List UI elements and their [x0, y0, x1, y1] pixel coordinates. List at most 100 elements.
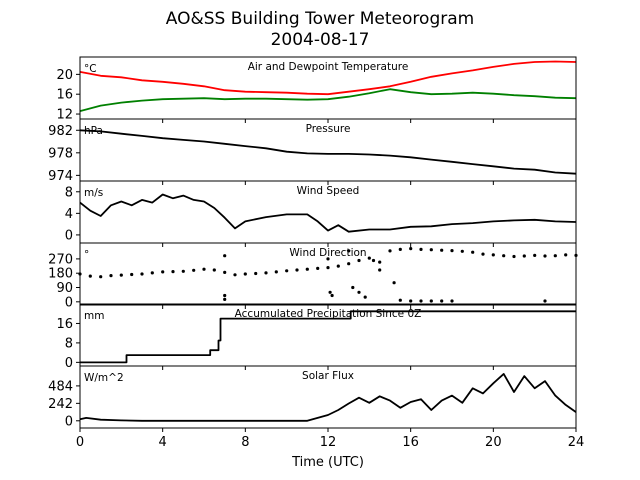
- panel-3-point: [285, 269, 289, 273]
- panel-0-series-0: [79, 60, 577, 96]
- panel-3-point: [440, 248, 444, 252]
- panel-3-point: [398, 247, 402, 251]
- panel-0-unit: °C: [84, 63, 97, 75]
- panel-3-title: Wind Direction: [289, 247, 366, 259]
- panel-3-point: [429, 299, 433, 303]
- panel-3-point: [264, 271, 268, 275]
- panel-3-point: [398, 298, 402, 302]
- panel-2-unit: m/s: [84, 187, 103, 199]
- panel-3-point: [378, 268, 382, 272]
- panel-5: 0 242 484 W/m^2 Solar Flux: [48, 365, 577, 432]
- panel-3-point: [512, 254, 516, 259]
- x-tick-label: 20: [485, 435, 502, 450]
- panel-5-ytick-label: 484: [48, 379, 73, 394]
- panel-1-ytick-label: 982: [48, 124, 73, 139]
- panel-1-series-0: [79, 129, 577, 175]
- panel-3-point: [543, 299, 547, 303]
- panel-3-point: [357, 290, 361, 294]
- panel-3-ytick-label: 180: [48, 267, 73, 282]
- panel-3-point: [388, 249, 392, 253]
- panel-4-ytick-label: 8: [65, 336, 73, 351]
- panel-3-point: [181, 269, 185, 273]
- panel-3-point: [140, 272, 144, 276]
- panel-3-point: [363, 295, 367, 299]
- panel-3-point: [130, 272, 134, 277]
- panel-3-point: [305, 267, 309, 271]
- x-tick-label: 8: [241, 435, 249, 450]
- panel-3-point: [295, 268, 299, 272]
- panel-3-point: [392, 281, 396, 285]
- panel-3-point: [553, 254, 557, 258]
- panel-2-ytick-label: 4: [65, 207, 73, 222]
- panel-3-point: [419, 299, 423, 303]
- panel-3-point: [88, 274, 92, 278]
- panel-3-point: [502, 254, 506, 258]
- panel-0-ytick-label: 12: [56, 108, 73, 123]
- panel-3-point: [347, 262, 351, 266]
- x-tick-label: 4: [159, 435, 167, 450]
- panel-1-ytick-label: 974: [48, 169, 73, 184]
- panel-3-point: [491, 253, 495, 257]
- panel-2-title: Wind Speed: [297, 185, 360, 197]
- panel-1-unit: hPa: [84, 125, 103, 137]
- panel-3-point: [119, 273, 123, 277]
- panel-3-ytick-label: 270: [48, 252, 73, 267]
- panel-0: 12 16 20 °C Air and Dewpoint Temperature: [56, 56, 577, 123]
- panel-3-point: [202, 267, 206, 271]
- panel-4-title: Accumulated Precipitation Since 0Z: [235, 308, 422, 320]
- x-tick-label: 12: [320, 435, 337, 450]
- panels: 12 16 20 °C Air and Dewpoint Temperature 974 9…: [48, 56, 578, 432]
- panel-3-point: [471, 250, 475, 254]
- panel-4-ytick-label: 0: [65, 356, 73, 371]
- panel-3-point: [223, 297, 227, 301]
- panel-4: 0 8 16 mm Accumulated Precipitation Since 0Z: [56, 303, 577, 371]
- panel-3-point: [440, 299, 444, 303]
- panel-0-ytick-label: 16: [56, 88, 73, 103]
- panel-3-point: [223, 270, 227, 274]
- panel-3-point: [192, 268, 196, 272]
- x-axis-label: Time (UTC): [291, 455, 364, 470]
- panel-3-point: [212, 268, 216, 272]
- panel-2: 0 4 8 m/s Wind Speed: [65, 180, 577, 247]
- panel-3-point: [326, 257, 330, 261]
- panel-3-point: [254, 271, 258, 276]
- panel-1-ytick-label: 978: [48, 146, 73, 161]
- panel-3-point: [161, 270, 165, 274]
- panel-3-point: [223, 293, 227, 298]
- panel-0-series-1: [79, 88, 577, 112]
- panel-3-point: [429, 248, 433, 252]
- panel-5-title: Solar Flux: [302, 370, 354, 382]
- panel-3-point: [347, 249, 351, 253]
- panel-3-point: [409, 299, 413, 303]
- panel-3-point: [564, 253, 568, 257]
- panel-3-point: [450, 299, 454, 303]
- panel-3-point: [419, 247, 423, 251]
- panel-3-point: [330, 293, 334, 298]
- panel-3-point: [233, 273, 237, 277]
- x-tick-label: 16: [402, 435, 419, 450]
- panel-3-point: [522, 254, 526, 258]
- x-axis: 0 4 8 12 16 20 24: [76, 435, 584, 450]
- panel-0-title: Air and Dewpoint Temperature: [248, 61, 409, 73]
- panel-3-point: [367, 256, 371, 260]
- panel-3-point: [357, 258, 361, 263]
- panel-3-point: [99, 275, 103, 279]
- panel-3-point: [533, 253, 537, 257]
- panel-3-point: [274, 270, 278, 274]
- panel-3-point: [378, 260, 382, 264]
- panel-4-series-0: [80, 310, 576, 364]
- panel-3-point: [243, 272, 247, 276]
- panel-3-point: [450, 249, 454, 253]
- figure-title-line1: AO&SS Building Tower Meteorogram: [166, 9, 474, 29]
- panel-5-series-0: [79, 372, 577, 422]
- panel-2-series-0: [79, 193, 577, 233]
- panel-0-ytick-label: 20: [56, 68, 73, 83]
- panel-2-ytick-label: 8: [65, 185, 73, 200]
- panel-3-point: [351, 285, 355, 290]
- panel-3-point: [171, 270, 175, 274]
- panel-5-ytick-label: 0: [65, 414, 73, 429]
- panel-3-point: [460, 249, 464, 253]
- panel-3-point: [371, 258, 376, 263]
